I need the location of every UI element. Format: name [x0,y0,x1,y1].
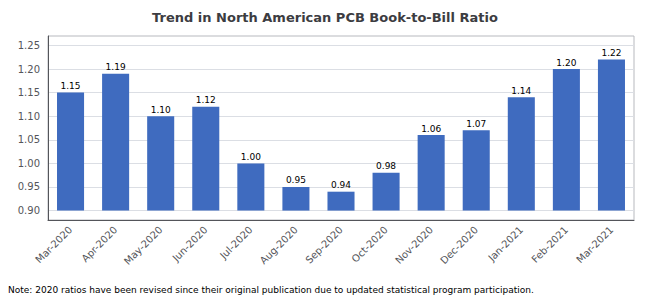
svg-text:1.00: 1.00 [241,152,261,162]
svg-text:1.25: 1.25 [18,40,40,51]
svg-text:Sep-2020: Sep-2020 [303,224,345,266]
svg-text:1.22: 1.22 [601,48,621,58]
svg-text:0.95: 0.95 [18,181,40,192]
svg-text:1.20: 1.20 [556,58,576,68]
svg-text:0.94: 0.94 [331,180,351,190]
svg-text:Jul-2020: Jul-2020 [217,224,255,262]
svg-text:Mar-2020: Mar-2020 [33,224,74,265]
svg-text:1.15: 1.15 [18,87,40,98]
svg-text:1.00: 1.00 [18,158,40,169]
svg-text:1.05: 1.05 [18,134,40,145]
svg-text:Nov-2020: Nov-2020 [393,224,435,266]
svg-text:1.06: 1.06 [421,124,441,134]
svg-text:Apr-2020: Apr-2020 [79,224,119,264]
svg-text:Jan-2021: Jan-2021 [485,224,525,264]
svg-text:Dec-2020: Dec-2020 [438,224,480,266]
svg-text:1.10: 1.10 [18,111,40,122]
svg-text:Oct-2020: Oct-2020 [349,224,390,265]
svg-text:Trend in North American PCB Bo: Trend in North American PCB Book-to-Bill… [152,10,498,25]
svg-text:1.07: 1.07 [466,119,486,129]
svg-text:Jun-2020: Jun-2020 [170,224,210,264]
svg-text:Feb-2021: Feb-2021 [529,224,570,265]
svg-text:1.19: 1.19 [106,62,126,72]
svg-text:1.10: 1.10 [151,105,171,115]
svg-text:0.95: 0.95 [286,175,306,185]
svg-text:0.98: 0.98 [376,161,396,171]
svg-text:Aug-2020: Aug-2020 [258,224,300,266]
svg-text:1.12: 1.12 [196,95,216,105]
svg-text:Note: 2020 ratios have been re: Note: 2020 ratios have been revised sinc… [8,285,534,295]
svg-text:0.90: 0.90 [18,205,40,216]
svg-text:May-2020: May-2020 [122,224,165,267]
svg-text:Mar-2021: Mar-2021 [574,224,615,265]
svg-text:1.15: 1.15 [61,81,81,91]
svg-text:1.14: 1.14 [511,86,531,96]
svg-text:1.20: 1.20 [18,64,40,75]
